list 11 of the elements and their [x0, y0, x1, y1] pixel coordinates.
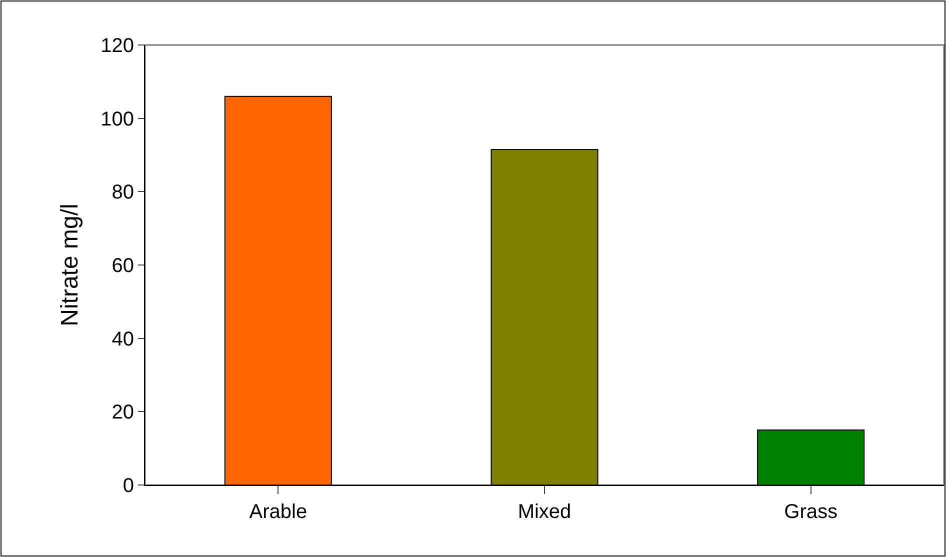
y-tick-label: 60 — [112, 255, 134, 277]
y-tick-label: 20 — [112, 402, 134, 424]
y-tick-label: 120 — [100, 35, 134, 57]
y-axis-title: Nitrate mg/l — [56, 204, 84, 326]
x-tick-label: Mixed — [518, 501, 572, 523]
x-tick-label: Grass — [784, 501, 838, 523]
y-tick-label: 40 — [112, 328, 134, 350]
y-tick-label: 0 — [122, 475, 134, 497]
y-tick-label: 80 — [112, 182, 134, 204]
x-tick-label: Arable — [249, 501, 308, 523]
y-tick-label: 100 — [100, 108, 134, 130]
